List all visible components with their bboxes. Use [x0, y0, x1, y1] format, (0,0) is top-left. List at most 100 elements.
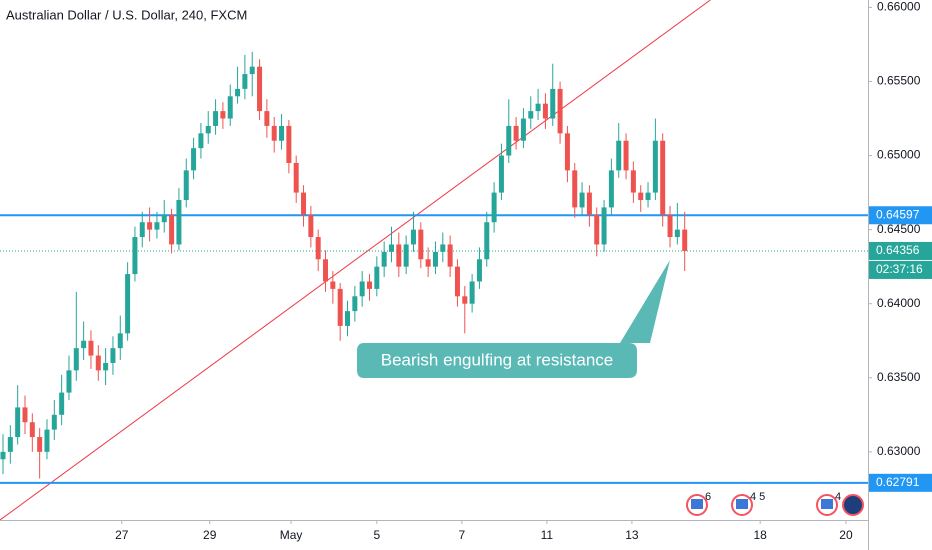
- annotation: Bearish engulfing at resistance: [357, 260, 670, 378]
- candle-body: [440, 244, 446, 252]
- candle-body: [638, 192, 644, 200]
- candle-body: [667, 214, 673, 238]
- candle-body: [125, 274, 131, 334]
- level-label-bg: [869, 473, 932, 492]
- candle-body: [279, 125, 285, 141]
- candle-body: [418, 229, 424, 260]
- candle-body: [132, 237, 138, 275]
- candle-body: [330, 281, 336, 289]
- candle-body: [249, 66, 255, 75]
- candle-body: [308, 214, 314, 238]
- candle-body: [117, 333, 123, 349]
- candle-body: [447, 244, 453, 267]
- candle-body: [315, 237, 321, 260]
- x-tick-label: 11: [541, 528, 554, 542]
- candle-body: [572, 170, 578, 208]
- y-tick-label: 0.63500: [877, 370, 921, 384]
- candle-body: [557, 88, 563, 134]
- candle-body: [286, 125, 292, 163]
- event-count: 4: [835, 491, 841, 503]
- x-tick-label: 13: [625, 528, 639, 542]
- candle-body: [29, 422, 35, 438]
- y-tick-label: 0.66000: [877, 0, 921, 14]
- candle-body: [37, 437, 43, 452]
- candle-body: [432, 251, 438, 267]
- y-tick-label: 0.64500: [877, 222, 921, 236]
- candle-body: [594, 214, 600, 245]
- candle-body: [491, 192, 497, 223]
- candle-body: [264, 111, 270, 126]
- x-tick-label: 5: [373, 528, 380, 542]
- event-count: 4 5: [750, 491, 765, 503]
- x-tick-label: 20: [839, 528, 853, 542]
- candle-body: [652, 140, 658, 193]
- candle-body: [147, 222, 153, 230]
- event-flag: [736, 499, 748, 509]
- candle-body: [0, 451, 6, 460]
- candle-body: [88, 340, 94, 356]
- candle-body: [367, 281, 372, 289]
- candle-body: [227, 96, 233, 119]
- candle-body: [337, 288, 343, 326]
- candle-body: [608, 170, 614, 208]
- callout: [357, 260, 670, 378]
- candle-body: [235, 88, 241, 97]
- event-count: 6: [705, 491, 711, 503]
- x-tick-label: 29: [203, 528, 217, 542]
- candle-body: [645, 192, 651, 200]
- candle-body: [15, 407, 21, 438]
- candle-body: [410, 229, 416, 245]
- candle-body: [374, 266, 380, 289]
- candle-body: [520, 118, 526, 141]
- event-icon: 6: [686, 491, 711, 516]
- candle-body: [213, 111, 219, 126]
- candle-body: [66, 370, 72, 393]
- candle-body: [601, 207, 607, 245]
- event-icon: 4: [816, 491, 841, 516]
- candle-body: [345, 311, 351, 326]
- level-label-bg: [869, 206, 932, 225]
- y-tick-label: 0.65000: [877, 148, 921, 162]
- candle-body: [381, 251, 387, 267]
- candle-body: [542, 103, 548, 119]
- plot: [0, 0, 868, 521]
- x-tick-label: 7: [459, 528, 466, 542]
- level-label: 0.62791: [876, 475, 920, 489]
- candle-body: [403, 244, 409, 267]
- candle-body: [660, 140, 666, 215]
- candle-body: [564, 133, 570, 171]
- candle-body: [506, 125, 512, 156]
- candle-body: [161, 214, 167, 223]
- y-tick-label: 0.63000: [877, 444, 921, 458]
- candle-body: [198, 133, 204, 149]
- candle-body: [425, 259, 431, 267]
- event-flag: [691, 499, 703, 509]
- candle-body: [257, 66, 263, 112]
- candle-body: [513, 125, 519, 141]
- candle-body: [579, 192, 585, 208]
- candle-body: [682, 229, 688, 251]
- last-price-bg: [869, 241, 932, 260]
- candle-body: [59, 392, 65, 415]
- candle-body: [498, 155, 504, 193]
- event-icon: 4 5: [731, 491, 765, 516]
- candle-body: [586, 192, 592, 215]
- candle-body: [674, 229, 680, 238]
- annotation-text: Bearish engulfing at resistance: [381, 350, 613, 369]
- candle-body: [191, 148, 197, 171]
- candle-body: [139, 222, 145, 238]
- event-circle: [842, 494, 864, 516]
- candle-body: [396, 244, 402, 267]
- candle-body: [242, 74, 248, 89]
- chart-title: Australian Dollar / U.S. Dollar, 240, FX…: [6, 7, 247, 22]
- candle-body: [51, 414, 57, 430]
- countdown-bg: [869, 260, 932, 279]
- candle-body: [352, 296, 358, 312]
- candle-body: [73, 348, 79, 371]
- candle-body: [359, 281, 365, 297]
- candle-body: [454, 266, 460, 297]
- candle-body: [183, 170, 189, 200]
- x-tick-label: May: [280, 528, 303, 542]
- candle-body: [484, 222, 490, 260]
